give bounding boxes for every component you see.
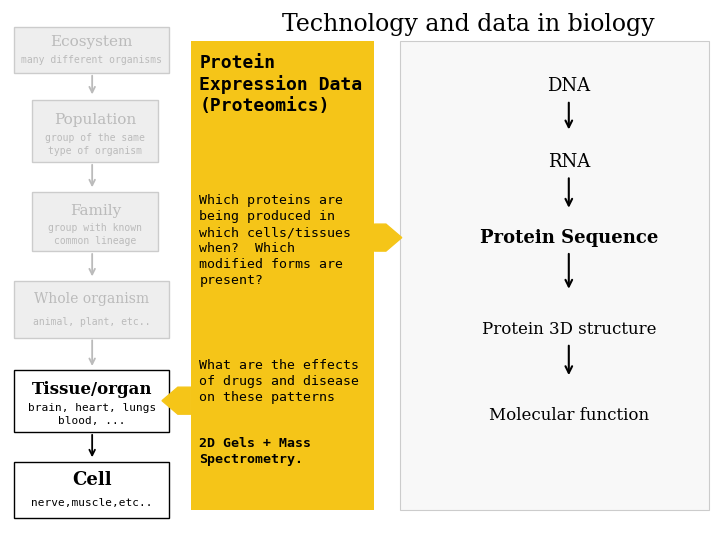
Text: DNA: DNA — [547, 77, 590, 96]
Text: Protein 3D structure: Protein 3D structure — [482, 321, 656, 338]
Text: Technology and data in biology: Technology and data in biology — [282, 14, 654, 37]
FancyArrow shape — [374, 224, 402, 251]
FancyBboxPatch shape — [14, 27, 169, 73]
Text: group of the same
type of organism: group of the same type of organism — [45, 133, 145, 156]
Text: group with known
common lineage: group with known common lineage — [48, 223, 143, 246]
FancyBboxPatch shape — [14, 370, 169, 432]
Text: nerve,muscle,etc..: nerve,muscle,etc.. — [31, 497, 153, 508]
Text: Cell: Cell — [72, 471, 112, 489]
Text: Whole organism: Whole organism — [35, 292, 149, 306]
Text: Tissue/organ: Tissue/organ — [32, 381, 152, 399]
Text: Family: Family — [70, 204, 121, 218]
Text: Ecosystem: Ecosystem — [50, 35, 133, 49]
Text: What are the effects
of drugs and disease
on these patterns: What are the effects of drugs and diseas… — [199, 359, 359, 404]
Text: Protein Sequence: Protein Sequence — [480, 228, 658, 247]
FancyBboxPatch shape — [32, 192, 158, 251]
Text: RNA: RNA — [548, 153, 590, 171]
FancyBboxPatch shape — [14, 281, 169, 338]
Text: Protein
Expression Data
(Proteomics): Protein Expression Data (Proteomics) — [199, 54, 363, 115]
Text: many different organisms: many different organisms — [22, 55, 162, 65]
FancyBboxPatch shape — [14, 462, 169, 518]
FancyBboxPatch shape — [400, 40, 709, 510]
FancyBboxPatch shape — [32, 100, 158, 162]
FancyBboxPatch shape — [191, 40, 374, 510]
Text: Which proteins are
being produced in
which cells/tissues
when?  Which
modified f: Which proteins are being produced in whi… — [199, 194, 351, 287]
FancyArrow shape — [162, 387, 191, 414]
Text: Population: Population — [54, 113, 137, 127]
Text: 2D Gels + Mass
Spectrometry.: 2D Gels + Mass Spectrometry. — [199, 437, 312, 467]
Text: Molecular function: Molecular function — [489, 407, 649, 424]
Text: animal, plant, etc..: animal, plant, etc.. — [33, 316, 150, 327]
Text: brain, heart, lungs
blood, ...: brain, heart, lungs blood, ... — [27, 403, 156, 426]
